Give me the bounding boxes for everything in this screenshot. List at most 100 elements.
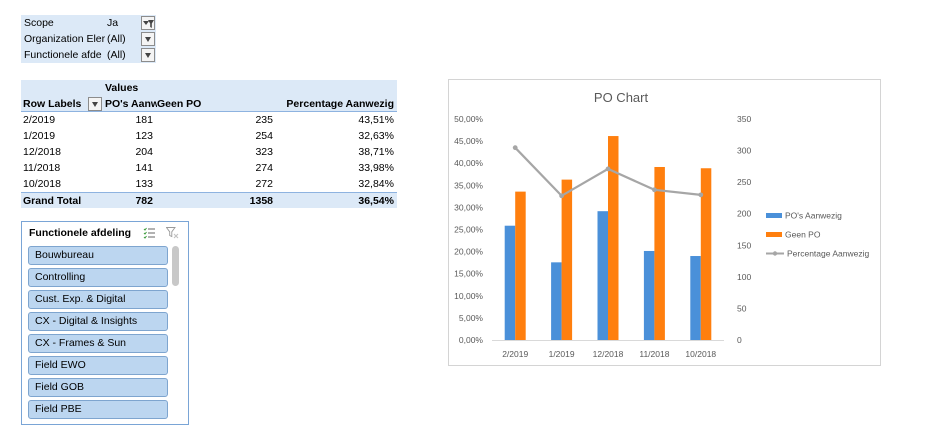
pivot-values-header: Values [21,80,397,96]
legend-swatch-marker [772,251,778,256]
line-series [512,145,704,199]
cell-percentage: 32,84% [358,178,394,190]
slicer-item-cx-digital-insights[interactable]: CX - Digital & Insights [28,312,168,331]
values-label: Values [105,82,139,94]
row-label: 2/2019 [23,114,56,126]
cell-geen-po: 272 [255,178,273,190]
slicer-item-field-ewo[interactable]: Field EWO [28,356,168,375]
row-label: Grand Total [23,195,82,207]
cell-po: 141 [135,162,153,174]
legend-swatch [766,213,782,218]
clear-filter-icon[interactable] [166,227,179,239]
line-point[interactable] [698,192,704,198]
cell-percentage: 43,51% [358,114,394,126]
filter-scope: Scope Ja [21,15,156,31]
pivot-table: Values Row Labels PO's Aanw Geen PO Perc… [21,80,397,208]
bar-po-aanwezig[interactable] [597,211,609,340]
left-tick-label: 45,00% [454,136,483,146]
left-tick-label: 40,00% [454,158,483,168]
row-label: 10/2018 [23,178,61,190]
multi-select-icon[interactable] [143,227,156,239]
cell-geen-po: 1358 [249,195,273,207]
filter-dropdown-button[interactable] [141,32,155,46]
right-tick-label: 50 [737,303,747,313]
cell-percentage: 38,71% [358,146,394,158]
filter-dropdown-button[interactable] [141,48,155,62]
bar-po-aanwezig[interactable] [551,262,562,340]
cell-po: 204 [135,146,153,158]
slicer-item-cust-exp-digital[interactable]: Cust. Exp. & Digital [28,290,168,309]
line-point[interactable] [559,193,564,199]
table-row[interactable]: 10/2018 133 272 32,84% [21,176,397,192]
bar-geen-po[interactable] [561,179,573,340]
left-tick-label: 10,00% [454,291,483,301]
category-label: 1/2019 [549,349,575,359]
bar-po-aanwezig[interactable] [504,225,516,340]
right-tick-label: 0 [737,335,742,345]
category-label: 11/2018 [639,349,669,359]
slicer-item-bouwbureau[interactable]: Bouwbureau [28,246,168,265]
chevron-down-icon [92,102,98,107]
bar-geen-po[interactable] [515,191,526,340]
bar-series [504,136,712,340]
legend-label: Geen PO [785,230,821,240]
bar-geen-po[interactable] [654,166,665,340]
bar-po-aanwezig[interactable] [643,250,655,340]
x-axis: 2/2019 1/2019 12/2018 11/2018 10/2018 [492,340,724,359]
grand-total-row[interactable]: Grand Total 782 1358 36,54% [21,192,397,208]
table-row[interactable]: 2/2019 181 235 43,51% [21,112,397,128]
bar-geen-po[interactable] [700,168,712,340]
funnel-icon [148,20,154,28]
po-chart[interactable]: PO Chart 0,00% 5,00% 10,00% 15,00% 20,00% 25,… [448,79,881,366]
left-axis: 0,00% 5,00% 10,00% 15,00% 20,00% 25,00% 30,00%… [454,114,483,345]
scroll-thumb[interactable] [172,246,179,286]
bar-po-aanwezig[interactable] [690,256,701,340]
row-label: 11/2018 [23,162,61,174]
line-point[interactable] [652,187,657,193]
chevron-down-icon [143,21,149,25]
filter-dropdown-button[interactable] [141,16,155,30]
slicer-item-field-pbe[interactable]: Field PBE [28,400,168,419]
slicer-item-cx-frames-sun[interactable]: CX - Frames & Sun [28,334,168,353]
cell-percentage: 32,63% [358,130,394,142]
cell-percentage: 36,54% [358,195,394,207]
cell-geen-po: 323 [255,146,273,158]
report-filters: Scope Ja Organization Eler (All) Functio… [21,15,156,63]
filter-organization: Organization Eler (All) [21,31,156,47]
legend-label: Percentage Aanwezig [787,249,869,259]
right-tick-label: 200 [737,209,751,219]
cell-geen-po: 235 [255,114,273,126]
filter-functionele-afdeling: Functionele afde (All) [21,47,156,63]
table-row[interactable]: 12/2018 204 323 38,71% [21,144,397,160]
left-tick-label: 5,00% [459,313,484,323]
slicer-header: Functionele afdeling [22,222,188,244]
left-tick-label: 30,00% [454,202,483,212]
row-label: 1/2019 [23,130,56,142]
line-point[interactable] [512,145,518,151]
legend-label: PO's Aanwezig [785,211,842,221]
slicer-item-field-gob[interactable]: Field GOB [28,378,168,397]
line-point[interactable] [605,166,611,172]
cell-geen-po: 254 [255,130,273,142]
left-tick-label: 25,00% [454,225,483,235]
bar-geen-po[interactable] [608,136,619,340]
right-tick-label: 350 [737,114,751,124]
cell-po: 123 [135,130,153,142]
legend-swatch [766,232,782,237]
slicer-functionele-afdeling: Functionele afdeling Bouwbureau Controll… [21,221,189,425]
slicer-scrollbar[interactable] [172,246,180,421]
right-axis: 0 50 100 150 200 250 300 350 [737,114,751,345]
table-row[interactable]: 1/2019 123 254 32,63% [21,128,397,144]
table-row[interactable]: 11/2018 141 274 33,98% [21,160,397,176]
left-tick-label: 20,00% [454,247,483,257]
slicer-title: Functionele afdeling [29,227,132,239]
col-header-po: PO's Aanw [105,98,157,110]
cell-po: 782 [135,195,153,207]
filter-label: Scope [24,17,54,29]
filter-value: Ja [107,17,119,29]
slicer-item-controlling[interactable]: Controlling [28,268,168,287]
left-tick-label: 35,00% [454,180,483,190]
row-labels-filter-button[interactable] [88,97,102,111]
row-label: 12/2018 [23,146,61,158]
cell-percentage: 33,98% [358,162,394,174]
